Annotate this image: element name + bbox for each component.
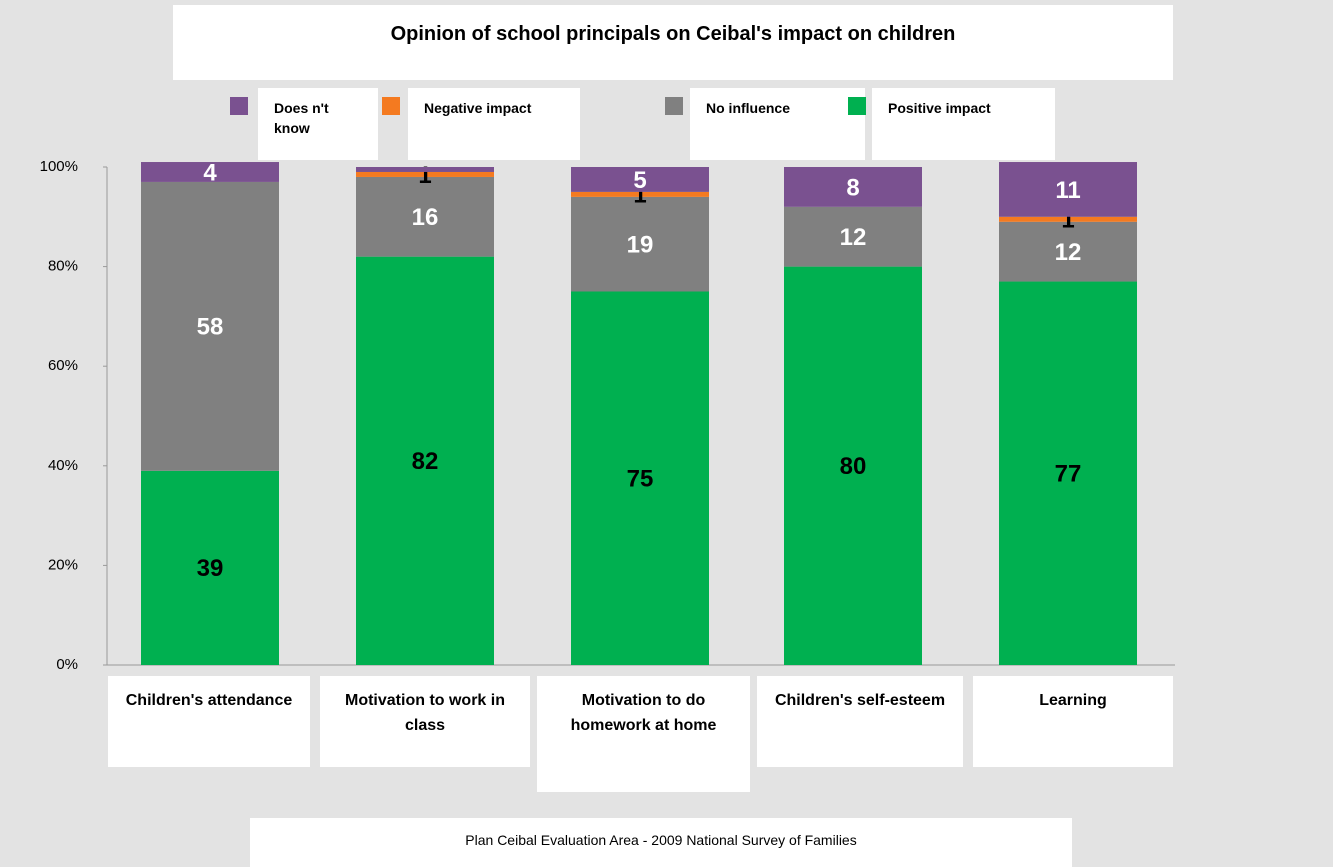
bar-segment [571, 167, 709, 192]
legend-swatch [665, 97, 683, 115]
source-note: Plan Ceibal Evaluation Area - 2009 Natio… [250, 818, 1072, 867]
data-label: 12 [1055, 239, 1082, 266]
data-label: 77 [1055, 461, 1082, 488]
data-label: 11 [1055, 177, 1080, 204]
bar-segment [999, 221, 1137, 282]
bar-segment [571, 196, 709, 292]
y-tick-label: 80% [48, 258, 78, 275]
bar-segment [141, 181, 279, 471]
bar-segment [999, 281, 1137, 665]
legend-label: No influence [690, 88, 865, 160]
legend-label: Negative impact [408, 88, 580, 160]
data-label: 80 [840, 453, 867, 480]
x-tick-label: Children's attendance [108, 676, 310, 767]
y-tick-label: 100% [40, 158, 78, 175]
bar-segment [356, 176, 494, 257]
bar-segment [571, 191, 709, 197]
bar-segment [141, 470, 279, 665]
bar-segment [999, 162, 1137, 217]
legend-swatch [230, 97, 248, 115]
bar-segment [141, 162, 279, 182]
data-label: 58 [197, 314, 224, 341]
data-label: 8 [846, 174, 859, 201]
x-tick-label: Motivation to work in class [320, 676, 530, 767]
legend-swatch [382, 97, 400, 115]
x-tick-label: Children's self-esteem [757, 676, 963, 767]
data-label: 82 [412, 448, 439, 475]
data-label: 19 [627, 232, 654, 259]
data-label: 39 [197, 555, 224, 582]
bar-segment [784, 266, 922, 665]
legend-swatch [848, 97, 866, 115]
data-label: 75 [627, 466, 654, 493]
bar-segment [784, 206, 922, 267]
chart-title: Opinion of school principals on Ceibal's… [173, 5, 1173, 80]
bar-segment [999, 216, 1137, 222]
bar-segment [356, 171, 494, 177]
bar-segment [784, 167, 922, 207]
y-tick-label: 20% [48, 556, 78, 573]
y-tick-label: 40% [48, 457, 78, 474]
y-tick-label: 0% [56, 656, 78, 673]
data-label: 1 [418, 162, 431, 189]
legend-label: Does n't know [258, 88, 378, 160]
bar-segment [356, 167, 494, 172]
data-label: 5 [633, 167, 646, 194]
data-label: 4 [203, 159, 217, 186]
x-tick-label: Motivation to do homework at home [537, 676, 750, 792]
data-label: 12 [840, 224, 867, 251]
bar-segment [571, 291, 709, 665]
legend-label: Positive impact [872, 88, 1055, 160]
data-label: 16 [412, 204, 439, 231]
x-tick-label: Learning [973, 676, 1173, 767]
bar-segment [356, 256, 494, 665]
y-tick-label: 60% [48, 357, 78, 374]
